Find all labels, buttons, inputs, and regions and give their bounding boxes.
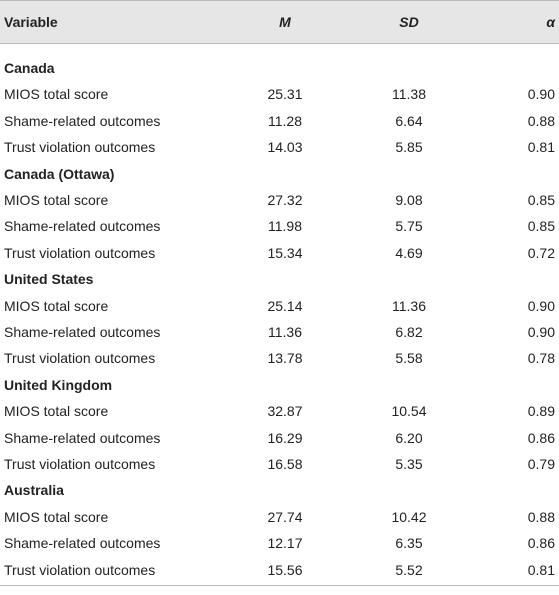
table-cell: 0.85 — [527, 192, 555, 208]
table-cell: 0.81 — [527, 561, 555, 578]
table-cell: 0.81 — [527, 139, 555, 156]
table-cell: 27.74 — [267, 508, 303, 525]
table-cell: 0.88 — [527, 508, 555, 525]
group-heading: Australia — [4, 482, 64, 499]
table-cell: 0.90 — [527, 324, 555, 340]
table-cell: 0.90 — [527, 297, 555, 314]
row-label: MIOS total score — [4, 192, 109, 208]
table-cell: 5.35 — [395, 456, 423, 472]
table-cell: 5.58 — [395, 350, 423, 367]
table-cell: 25.31 — [267, 86, 303, 103]
table-cell: 11.36 — [392, 297, 426, 314]
row-label: Trust violation outcomes — [4, 139, 156, 156]
table-cell: 0.72 — [527, 244, 555, 261]
table-cell: 4.69 — [395, 244, 423, 261]
row-label: Shame-related outcomes — [4, 112, 161, 129]
table-cell: 0.86 — [527, 429, 555, 446]
table-cell: 0.89 — [527, 403, 555, 420]
row-label: Trust violation outcomes — [4, 456, 156, 472]
row-label: Shame-related outcomes — [4, 429, 161, 446]
table-cell: 27.32 — [267, 192, 303, 208]
row-label: Shame-related outcomes — [4, 535, 161, 552]
table-cell: 5.85 — [395, 139, 423, 156]
row-label: Trust violation outcomes — [4, 350, 156, 367]
table-cell: 11.38 — [392, 86, 426, 103]
table-cell: 16.58 — [267, 456, 303, 472]
table-cell: 16.29 — [267, 429, 303, 446]
table-cell: 11.98 — [268, 218, 302, 235]
table-cell: 15.56 — [267, 561, 303, 578]
table-cell: 0.85 — [527, 218, 555, 235]
table-cell: 5.52 — [395, 561, 423, 578]
column-header: Variable — [4, 14, 58, 30]
row-label: MIOS total score — [4, 508, 109, 525]
table-cell: 5.75 — [395, 218, 423, 235]
column-header: M — [279, 14, 291, 30]
row-label: MIOS total score — [4, 86, 109, 103]
table-cell: 0.90 — [527, 86, 555, 103]
row-label: Trust violation outcomes — [4, 561, 156, 578]
bottom-rule — [0, 585, 559, 586]
table-cell: 6.82 — [395, 324, 423, 340]
row-label: Shame-related outcomes — [4, 218, 161, 235]
group-heading: United Kingdom — [4, 376, 113, 393]
table-cell: 10.54 — [391, 403, 427, 420]
table-cell: 6.64 — [395, 112, 423, 129]
table-cell: 32.87 — [267, 403, 303, 420]
column-header: SD — [399, 14, 419, 30]
table-cell: 14.03 — [267, 139, 303, 156]
table-cell: 13.78 — [267, 350, 303, 367]
row-label: Trust violation outcomes — [4, 244, 156, 261]
table-cell: 0.79 — [527, 456, 555, 472]
table-cell: 12.17 — [267, 535, 303, 552]
table-cell: 11.28 — [268, 112, 302, 129]
table-cell: 6.20 — [395, 429, 423, 446]
header-row — [0, 0, 559, 44]
group-heading: Canada — [4, 60, 55, 76]
table-cell: 15.34 — [267, 244, 303, 261]
table-cell: 25.14 — [267, 297, 303, 314]
table-cell: 0.86 — [527, 535, 555, 552]
table-cell: 0.88 — [527, 112, 555, 129]
group-heading: Canada (Ottawa) — [4, 165, 115, 182]
column-header: α — [546, 14, 555, 30]
row-label: MIOS total score — [4, 297, 109, 314]
row-label: Shame-related outcomes — [4, 324, 161, 340]
table-cell: 6.35 — [395, 535, 423, 552]
group-heading: United States — [4, 271, 94, 288]
row-label: MIOS total score — [4, 403, 109, 420]
table-cell: 9.08 — [395, 192, 423, 208]
table-cell: 10.42 — [391, 508, 427, 525]
table-cell: 0.78 — [527, 350, 555, 367]
table-cell: 11.36 — [268, 324, 302, 340]
